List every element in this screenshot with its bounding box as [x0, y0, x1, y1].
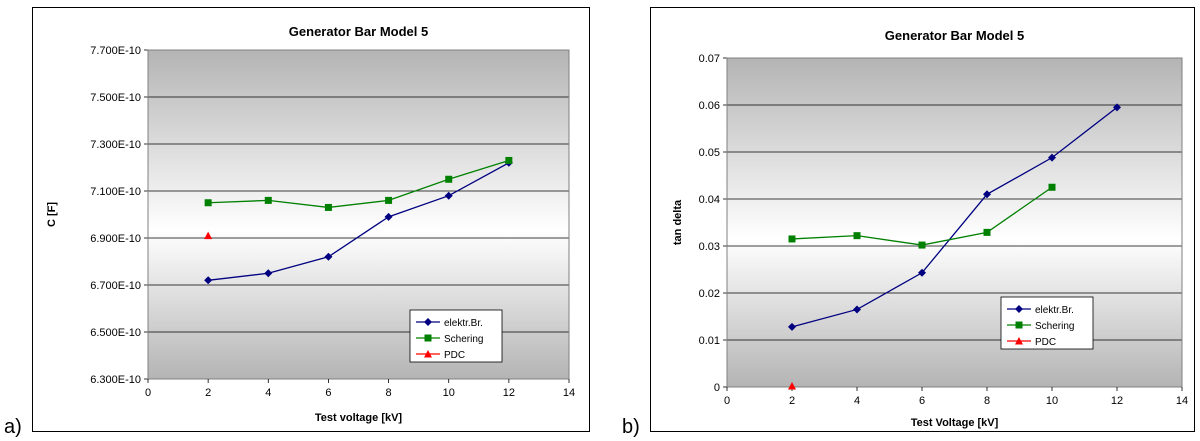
y-tick-label: 0.01	[699, 335, 720, 347]
legend-marker	[424, 334, 432, 342]
x-tick-label: 6	[919, 395, 925, 407]
data-point	[1113, 103, 1121, 112]
y-tick-label: 6.700E-10	[90, 280, 141, 292]
y-axis-label: C [F]	[46, 202, 58, 227]
y-tick-label: 6.500E-10	[90, 327, 141, 339]
data-point	[853, 232, 861, 240]
data-point	[853, 305, 861, 314]
x-axis-label: Test voltage [kV]	[315, 412, 403, 424]
data-point	[1048, 183, 1056, 191]
data-point	[788, 382, 796, 390]
data-point	[505, 156, 513, 164]
data-point	[264, 196, 272, 204]
plot-area	[727, 58, 1182, 387]
series-line	[208, 159, 510, 209]
legend-label: PDC	[1035, 337, 1056, 348]
data-point	[918, 268, 926, 277]
x-tick-label: 12	[503, 387, 515, 399]
y-tick-label: 0.06	[699, 100, 720, 112]
data-point	[1048, 153, 1056, 162]
data-point	[918, 241, 926, 249]
data-point	[204, 231, 213, 240]
x-tick-label: 6	[325, 387, 331, 399]
x-axis-label: Test Voltage [kV]	[911, 417, 999, 429]
legend-label: Schering	[444, 334, 483, 345]
x-tick-label: 4	[265, 387, 271, 399]
x-tick-label: 8	[386, 387, 392, 399]
x-tick-label: 4	[854, 395, 860, 407]
chart-panel-b: 0 0.01 0.02 0.03 0.04 0.05 0.06 0.07 0 2 4 6 8 10 12 14…	[650, 7, 1195, 432]
y-axis-label: tan delta	[672, 199, 684, 245]
legend-label: Schering	[1035, 321, 1074, 332]
data-point	[385, 196, 393, 204]
legend-marker	[1015, 305, 1023, 313]
legend-marker	[1015, 337, 1023, 345]
x-tick-label: 2	[205, 387, 211, 399]
data-point	[264, 269, 273, 278]
panel-letter-a: a)	[4, 416, 22, 438]
legend-marker	[1015, 321, 1023, 329]
x-tick-label: 14	[563, 387, 575, 399]
plot-area	[148, 50, 569, 379]
y-tick-label: 7.700E-10	[90, 45, 141, 57]
x-tick-label: 12	[1111, 395, 1123, 407]
y-tick-label: 7.300E-10	[90, 139, 141, 151]
y-tick-label: 6.300E-10	[90, 374, 141, 386]
x-tick-label: 8	[984, 395, 990, 407]
legend-marker	[424, 318, 432, 326]
x-tick-label: 14	[1176, 395, 1188, 407]
data-point	[204, 199, 212, 207]
legend-marker	[424, 350, 432, 358]
chart-title: Generator Bar Model 5	[885, 28, 1024, 43]
chart-b: 0 0.01 0.02 0.03 0.04 0.05 0.06 0.07 0 2 4 6 8 10 12 14…	[672, 28, 1188, 429]
plot-border	[726, 57, 1183, 388]
y-tick-label: 6.900E-10	[90, 233, 141, 245]
legend-label: PDC	[444, 350, 465, 361]
x-tick-label: 0	[145, 387, 151, 399]
x-tick-label: 10	[443, 387, 455, 399]
plot-border	[147, 49, 570, 380]
series-line	[791, 106, 1118, 328]
x-tick-label: 10	[1046, 395, 1058, 407]
data-point	[983, 228, 991, 236]
legend-label: elektr.Br.	[444, 318, 483, 329]
y-tick-label: 7.100E-10	[90, 186, 141, 198]
data-point	[983, 190, 991, 199]
data-point	[444, 191, 453, 200]
chart-title: Generator Bar Model 5	[289, 24, 428, 39]
data-point	[204, 276, 213, 285]
y-tick-label: 0	[714, 382, 720, 394]
y-tick-label: 7.500E-10	[90, 92, 141, 104]
data-point	[445, 175, 453, 183]
data-point	[788, 322, 796, 331]
panel-letter-b: b)	[622, 416, 640, 438]
y-tick-label: 0.02	[699, 288, 720, 300]
data-point	[324, 203, 332, 211]
x-tick-label: 0	[724, 395, 730, 407]
x-tick-label: 2	[789, 395, 795, 407]
data-point	[324, 252, 333, 261]
y-tick-label: 0.04	[699, 194, 720, 206]
y-tick-label: 0.07	[699, 53, 720, 65]
chart-a: 6.300E-10 6.500E-10 6.700E-10 6.900E-10 7.10…	[46, 24, 575, 424]
series-line	[208, 162, 510, 281]
y-tick-label: 0.03	[699, 241, 720, 253]
data-point	[384, 212, 393, 221]
legend-label: elektr.Br.	[1035, 305, 1074, 316]
data-point	[788, 235, 796, 243]
chart-panel-a: 6.300E-10 6.500E-10 6.700E-10 6.900E-10 7.10…	[32, 7, 590, 432]
y-tick-label: 0.05	[699, 147, 720, 159]
